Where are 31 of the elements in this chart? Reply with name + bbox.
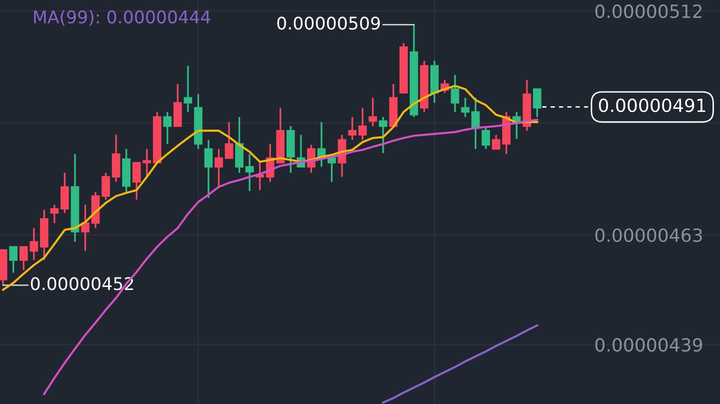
candlestick bbox=[224, 121, 234, 159]
candlestick bbox=[328, 157, 336, 183]
line-series bbox=[382, 324, 538, 404]
candlestick bbox=[378, 116, 388, 154]
candlestick bbox=[235, 116, 244, 174]
annotation: 0.00000509 bbox=[277, 16, 380, 30]
candlestick bbox=[368, 96, 378, 127]
candlestick bbox=[9, 246, 18, 274]
candlestick bbox=[348, 116, 356, 141]
candlestick bbox=[81, 204, 90, 252]
candlestick bbox=[102, 172, 110, 201]
candlestick bbox=[461, 96, 470, 118]
candlestick bbox=[60, 172, 69, 214]
candlestick bbox=[482, 125, 490, 150]
candlestick bbox=[163, 111, 172, 145]
candlestick bbox=[532, 88, 542, 118]
candlestick bbox=[184, 64, 192, 113]
candlestick bbox=[214, 148, 223, 187]
y-tick-label: 0.00000439 bbox=[595, 338, 702, 352]
candlestick bbox=[112, 134, 120, 183]
ref-line-label: 0.00000491 bbox=[598, 98, 706, 112]
candlestick bbox=[50, 204, 59, 224]
y-tick-label: 0.00000512 bbox=[595, 4, 702, 18]
candlestick bbox=[245, 153, 254, 192]
candlestick bbox=[358, 107, 367, 141]
line-series bbox=[2, 84, 538, 291]
candlestick bbox=[174, 83, 182, 127]
candlestick bbox=[204, 139, 213, 199]
annotation: MA(99): 0.00000444 bbox=[34, 10, 210, 26]
candlestick bbox=[450, 74, 460, 113]
y-tick-label: 0.00000463 bbox=[595, 228, 702, 242]
